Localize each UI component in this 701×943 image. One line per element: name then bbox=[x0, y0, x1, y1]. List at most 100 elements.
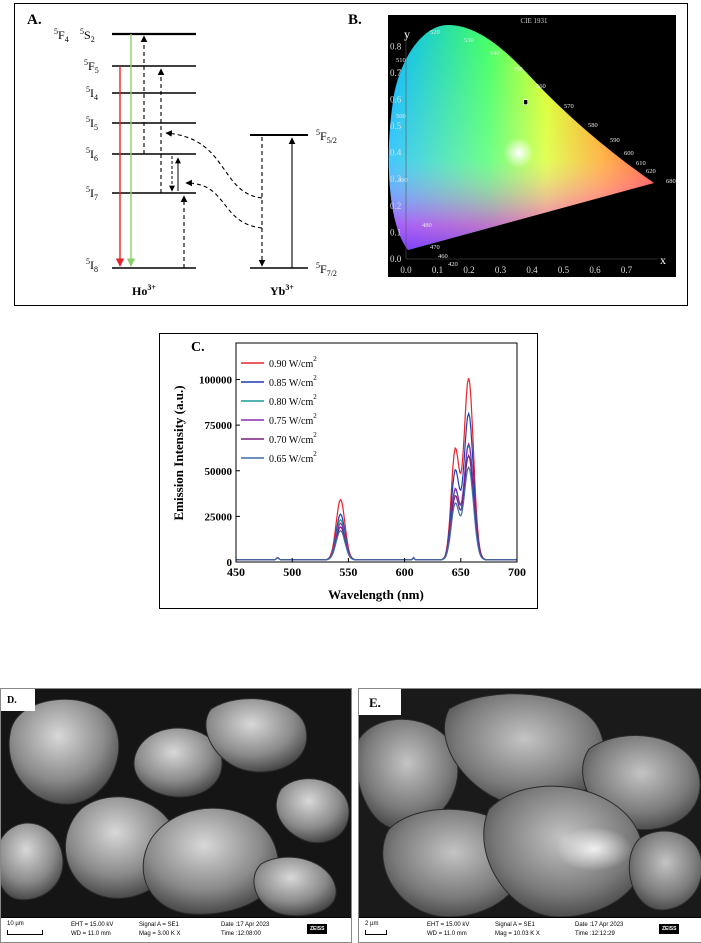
y-axis-title: Emission Intensity (a.u.) bbox=[171, 385, 186, 520]
sem-image-e bbox=[359, 689, 701, 917]
x-tick-label: 550 bbox=[339, 565, 357, 579]
x-tick-label: 700 bbox=[508, 565, 526, 579]
label-5F52: 5F5/2 bbox=[316, 128, 337, 145]
label-5I7: 5I7 bbox=[86, 185, 98, 202]
cie-wavelength-label: 460 bbox=[438, 253, 448, 260]
cie-chromaticity-diagram: 0.0 0.1 0.2 0.3 0.4 0.5 0.6 0.7 0.0 0.1 0.2 0.3 0.4 0… bbox=[388, 15, 676, 277]
cie-wavelength-label: 420 bbox=[448, 261, 458, 268]
cie-wavelength-label: 520 bbox=[430, 29, 440, 36]
label-5I5: 5I5 bbox=[86, 115, 98, 132]
cie-wavelength-label: 570 bbox=[564, 103, 574, 110]
cie-x-tick: 0.7 bbox=[621, 265, 633, 275]
cie-coordinate-marker bbox=[523, 99, 529, 105]
emission-spectrum-chart: 450 500 550 600 650 700 0 25000 50000 75000 100000… bbox=[171, 342, 526, 602]
cie-wavelength-label: 490 bbox=[398, 177, 408, 184]
cie-wavelength-label: 500 bbox=[396, 113, 406, 120]
label-5I6: 5I6 bbox=[86, 146, 98, 163]
x-tick-label: 450 bbox=[227, 565, 245, 579]
cie-y-tick: 0.7 bbox=[390, 68, 402, 78]
zeiss-logo-e: ZEISS bbox=[659, 924, 680, 934]
mag-e: Mag = 10.03 K X bbox=[495, 931, 540, 937]
sem-info-bar-e: 2 µm EHT = 15.00 kV WD = 11.0 mm Signal … bbox=[359, 917, 701, 942]
cie-x-axis-label: x bbox=[660, 253, 666, 267]
ion-label-ho: Ho3+ bbox=[132, 283, 156, 298]
cie-wavelength-label: 540 bbox=[490, 50, 500, 57]
signal-e: Signal A = SE1 bbox=[495, 922, 535, 928]
y-tick-label: 50000 bbox=[205, 466, 233, 478]
signal-d: Signal A = SE1 bbox=[139, 922, 179, 928]
cie-wavelength-label: 470 bbox=[430, 244, 440, 251]
panel-d-label: D. bbox=[1, 689, 35, 711]
cie-y-tick: 0.1 bbox=[390, 227, 401, 237]
cie-y-tick: 0.4 bbox=[390, 148, 402, 158]
label-5F5: 5F5 bbox=[84, 58, 99, 75]
y-tick-label: 75000 bbox=[205, 420, 233, 432]
wd-d: WD = 11.0 mm bbox=[71, 931, 111, 937]
date-d: Date :17 Apr 2023 bbox=[221, 922, 270, 928]
scale-text-e: 2 µm bbox=[365, 921, 379, 927]
legend-entry: 0.90 W/cm2 bbox=[269, 355, 317, 370]
y-tick-label: 100000 bbox=[199, 375, 233, 387]
cie-y-axis-label: y bbox=[404, 27, 410, 41]
cie-x-tick: 0.1 bbox=[432, 265, 443, 275]
panel-b-label: B. bbox=[348, 12, 362, 28]
scale-bar-d bbox=[7, 930, 43, 935]
energy-transfer-curve-1 bbox=[165, 130, 263, 199]
cie-wavelength-label: 600 bbox=[624, 150, 634, 157]
cie-y-tick: 0.8 bbox=[390, 41, 402, 51]
panel-d-frame: D. 10 µm EHT = 15.00 kV WD = 11.0 mm Sig… bbox=[0, 688, 352, 943]
sem-info-bar-d: 10 µm EHT = 15.00 kV WD = 11.0 mm Signal… bbox=[1, 917, 351, 942]
panel-c-frame bbox=[159, 333, 538, 609]
cie-x-tick: 0.2 bbox=[463, 265, 474, 275]
label-5S2: 5S2 bbox=[80, 27, 95, 44]
cie-x-tick: 0.4 bbox=[526, 265, 538, 275]
cie-wavelength-label: 620 bbox=[646, 168, 656, 175]
legend-entry: 0.80 W/cm2 bbox=[269, 393, 317, 408]
cie-wavelength-label: 680 bbox=[666, 178, 676, 185]
legend-entry: 0.65 W/cm2 bbox=[269, 450, 317, 465]
top-figure-frame bbox=[14, 3, 688, 306]
label-5F4: 5F4 bbox=[54, 27, 69, 44]
legend-entry: 0.70 W/cm2 bbox=[269, 431, 317, 446]
cie-wavelength-label: 590 bbox=[610, 137, 620, 144]
label-5I4: 5I4 bbox=[86, 85, 98, 102]
cie-x-tick: 0.6 bbox=[589, 265, 601, 275]
eht-d: EHT = 15.00 kV bbox=[71, 922, 114, 928]
legend-entry: 0.85 W/cm2 bbox=[269, 374, 317, 389]
cie-y-tick: 0.3 bbox=[390, 174, 402, 184]
x-tick-label: 500 bbox=[283, 565, 301, 579]
panel-a-label: A. bbox=[27, 12, 42, 28]
mag-d: Mag = 3.00 K X bbox=[139, 931, 181, 937]
time-e: Time :12:12:29 bbox=[575, 931, 615, 937]
label-5F72: 5F7/2 bbox=[316, 261, 337, 278]
cie-wavelength-label: 550 bbox=[513, 66, 523, 73]
energy-transfer-curve-2 bbox=[185, 179, 263, 229]
panel-e-label: E. bbox=[359, 689, 401, 715]
zeiss-logo-d: ZEISS bbox=[307, 924, 328, 934]
time-d: Time :12:08:00 bbox=[221, 931, 261, 937]
cie-wavelength-label: 610 bbox=[636, 160, 646, 167]
cie-axes bbox=[405, 33, 658, 260]
plot-area bbox=[235, 342, 518, 563]
cie-y-tick: 0.6 bbox=[390, 94, 402, 104]
eht-e: EHT = 15.00 kV bbox=[427, 922, 470, 928]
cie-wavelength-label: 530 bbox=[464, 37, 474, 44]
wd-e: WD = 11.0 mm bbox=[427, 931, 467, 937]
cie-y-tick: 0.2 bbox=[390, 201, 401, 211]
y-tick-label: 0 bbox=[227, 557, 233, 569]
cie-title: CIE 1931 bbox=[520, 17, 548, 25]
cie-wavelength-label: 560 bbox=[536, 83, 546, 90]
x-tick-label: 600 bbox=[396, 565, 414, 579]
scale-bar-e bbox=[365, 930, 387, 935]
cie-y-tick: 0.0 bbox=[390, 254, 402, 264]
y-tick-label: 25000 bbox=[205, 511, 233, 523]
legend-entry: 0.75 W/cm2 bbox=[269, 412, 317, 427]
cie-x-tick: 0.0 bbox=[400, 265, 412, 275]
sem-image-d bbox=[1, 689, 351, 917]
cie-wavelength-label: 480 bbox=[422, 222, 432, 229]
date-e: Date :17 Apr 2023 bbox=[575, 922, 624, 928]
energy-level-diagram: 5F4 5S2 5F5 5I4 5I5 5I6 5I7 5I8 5F5/2 5F… bbox=[54, 27, 337, 298]
cie-wavelength-label: 580 bbox=[588, 122, 598, 129]
cie-x-tick: 0.5 bbox=[558, 265, 570, 275]
label-5I8: 5I8 bbox=[86, 257, 98, 274]
